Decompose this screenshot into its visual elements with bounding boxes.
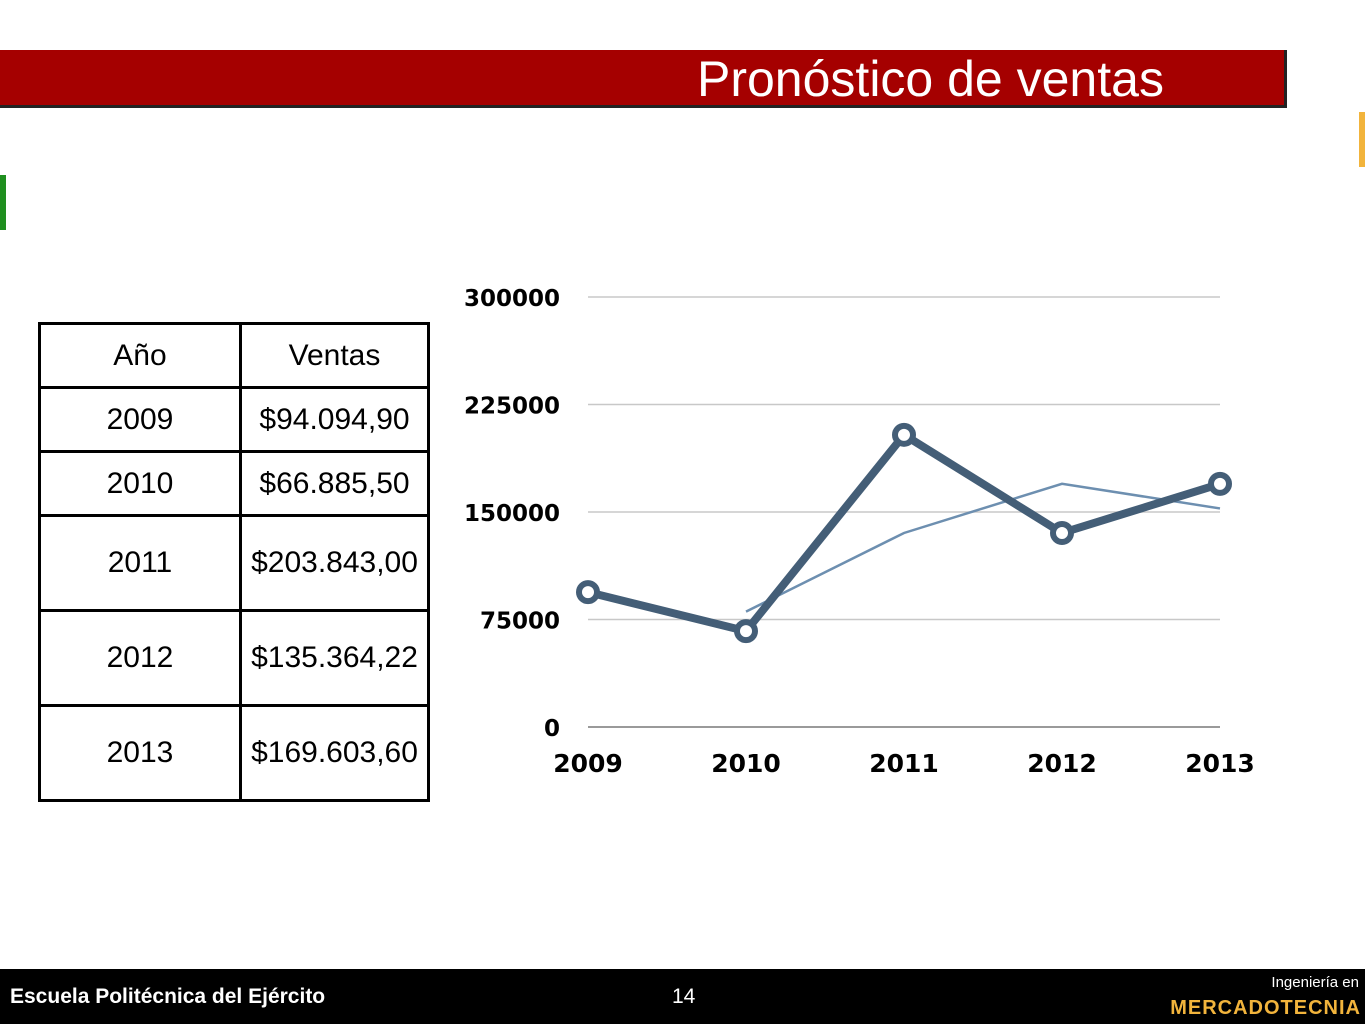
x-tick-label: 2010 <box>711 749 781 778</box>
footer-program-label: Ingeniería en <box>1271 974 1359 991</box>
table-cell-sales: $66.885,50 <box>239 450 430 517</box>
y-tick-label: 75000 <box>480 609 560 635</box>
table-cell-sales: $135.364,22 <box>239 609 430 707</box>
table-row: 2009 $94.094,90 <box>38 386 430 453</box>
sales-table: Año Ventas 2009 $94.094,90 2010 $66.885,… <box>38 322 430 802</box>
page-title: Pronóstico de ventas <box>697 51 1164 107</box>
table-cell-year: 2013 <box>38 704 242 802</box>
table-cell-sales: $94.094,90 <box>239 386 430 453</box>
data-point <box>892 422 916 447</box>
x-tick-label: 2011 <box>869 749 939 778</box>
green-accent-bar <box>0 175 6 230</box>
x-tick-label: 2012 <box>1027 749 1097 778</box>
table-cell-sales: $169.603,60 <box>239 704 430 802</box>
forecast-series-line <box>745 482 1221 613</box>
footer-bar <box>0 969 1365 1024</box>
data-point <box>1208 471 1232 496</box>
data-point <box>1050 520 1074 545</box>
table-row: 2012 $135.364,22 <box>38 609 430 707</box>
y-tick-label: 150000 <box>464 501 560 527</box>
table-row: 2011 $203.843,00 <box>38 514 430 612</box>
table-cell-year: 2011 <box>38 514 242 612</box>
page-number: 14 <box>672 985 696 1008</box>
y-tick-label: 225000 <box>464 394 560 420</box>
table-header-year: Año <box>38 322 242 389</box>
data-point <box>576 580 600 605</box>
table-cell-year: 2010 <box>38 450 242 517</box>
title-bar <box>0 50 1287 108</box>
table-header-sales: Ventas <box>239 322 430 389</box>
yellow-accent-bar <box>1359 112 1365 167</box>
footer-program-name: MERCADOTECNIA <box>1170 997 1361 1019</box>
x-tick-label: 2013 <box>1185 749 1255 778</box>
sales-line-chart: 0 75000 150000 225000 300000 2009 2010 2011 2012… <box>464 286 1255 778</box>
table-cell-year: 2012 <box>38 609 242 707</box>
y-tick-label: 0 <box>544 716 560 742</box>
table-cell-year: 2009 <box>38 386 242 453</box>
table-row: 2010 $66.885,50 <box>38 450 430 517</box>
table-cell-sales: $203.843,00 <box>239 514 430 612</box>
footer-school-name: Escuela Politécnica del Ejército <box>10 985 326 1008</box>
data-point <box>734 619 758 644</box>
y-tick-label: 300000 <box>464 286 560 312</box>
table-row: 2013 $169.603,60 <box>38 704 430 802</box>
x-tick-label: 2009 <box>553 749 623 778</box>
